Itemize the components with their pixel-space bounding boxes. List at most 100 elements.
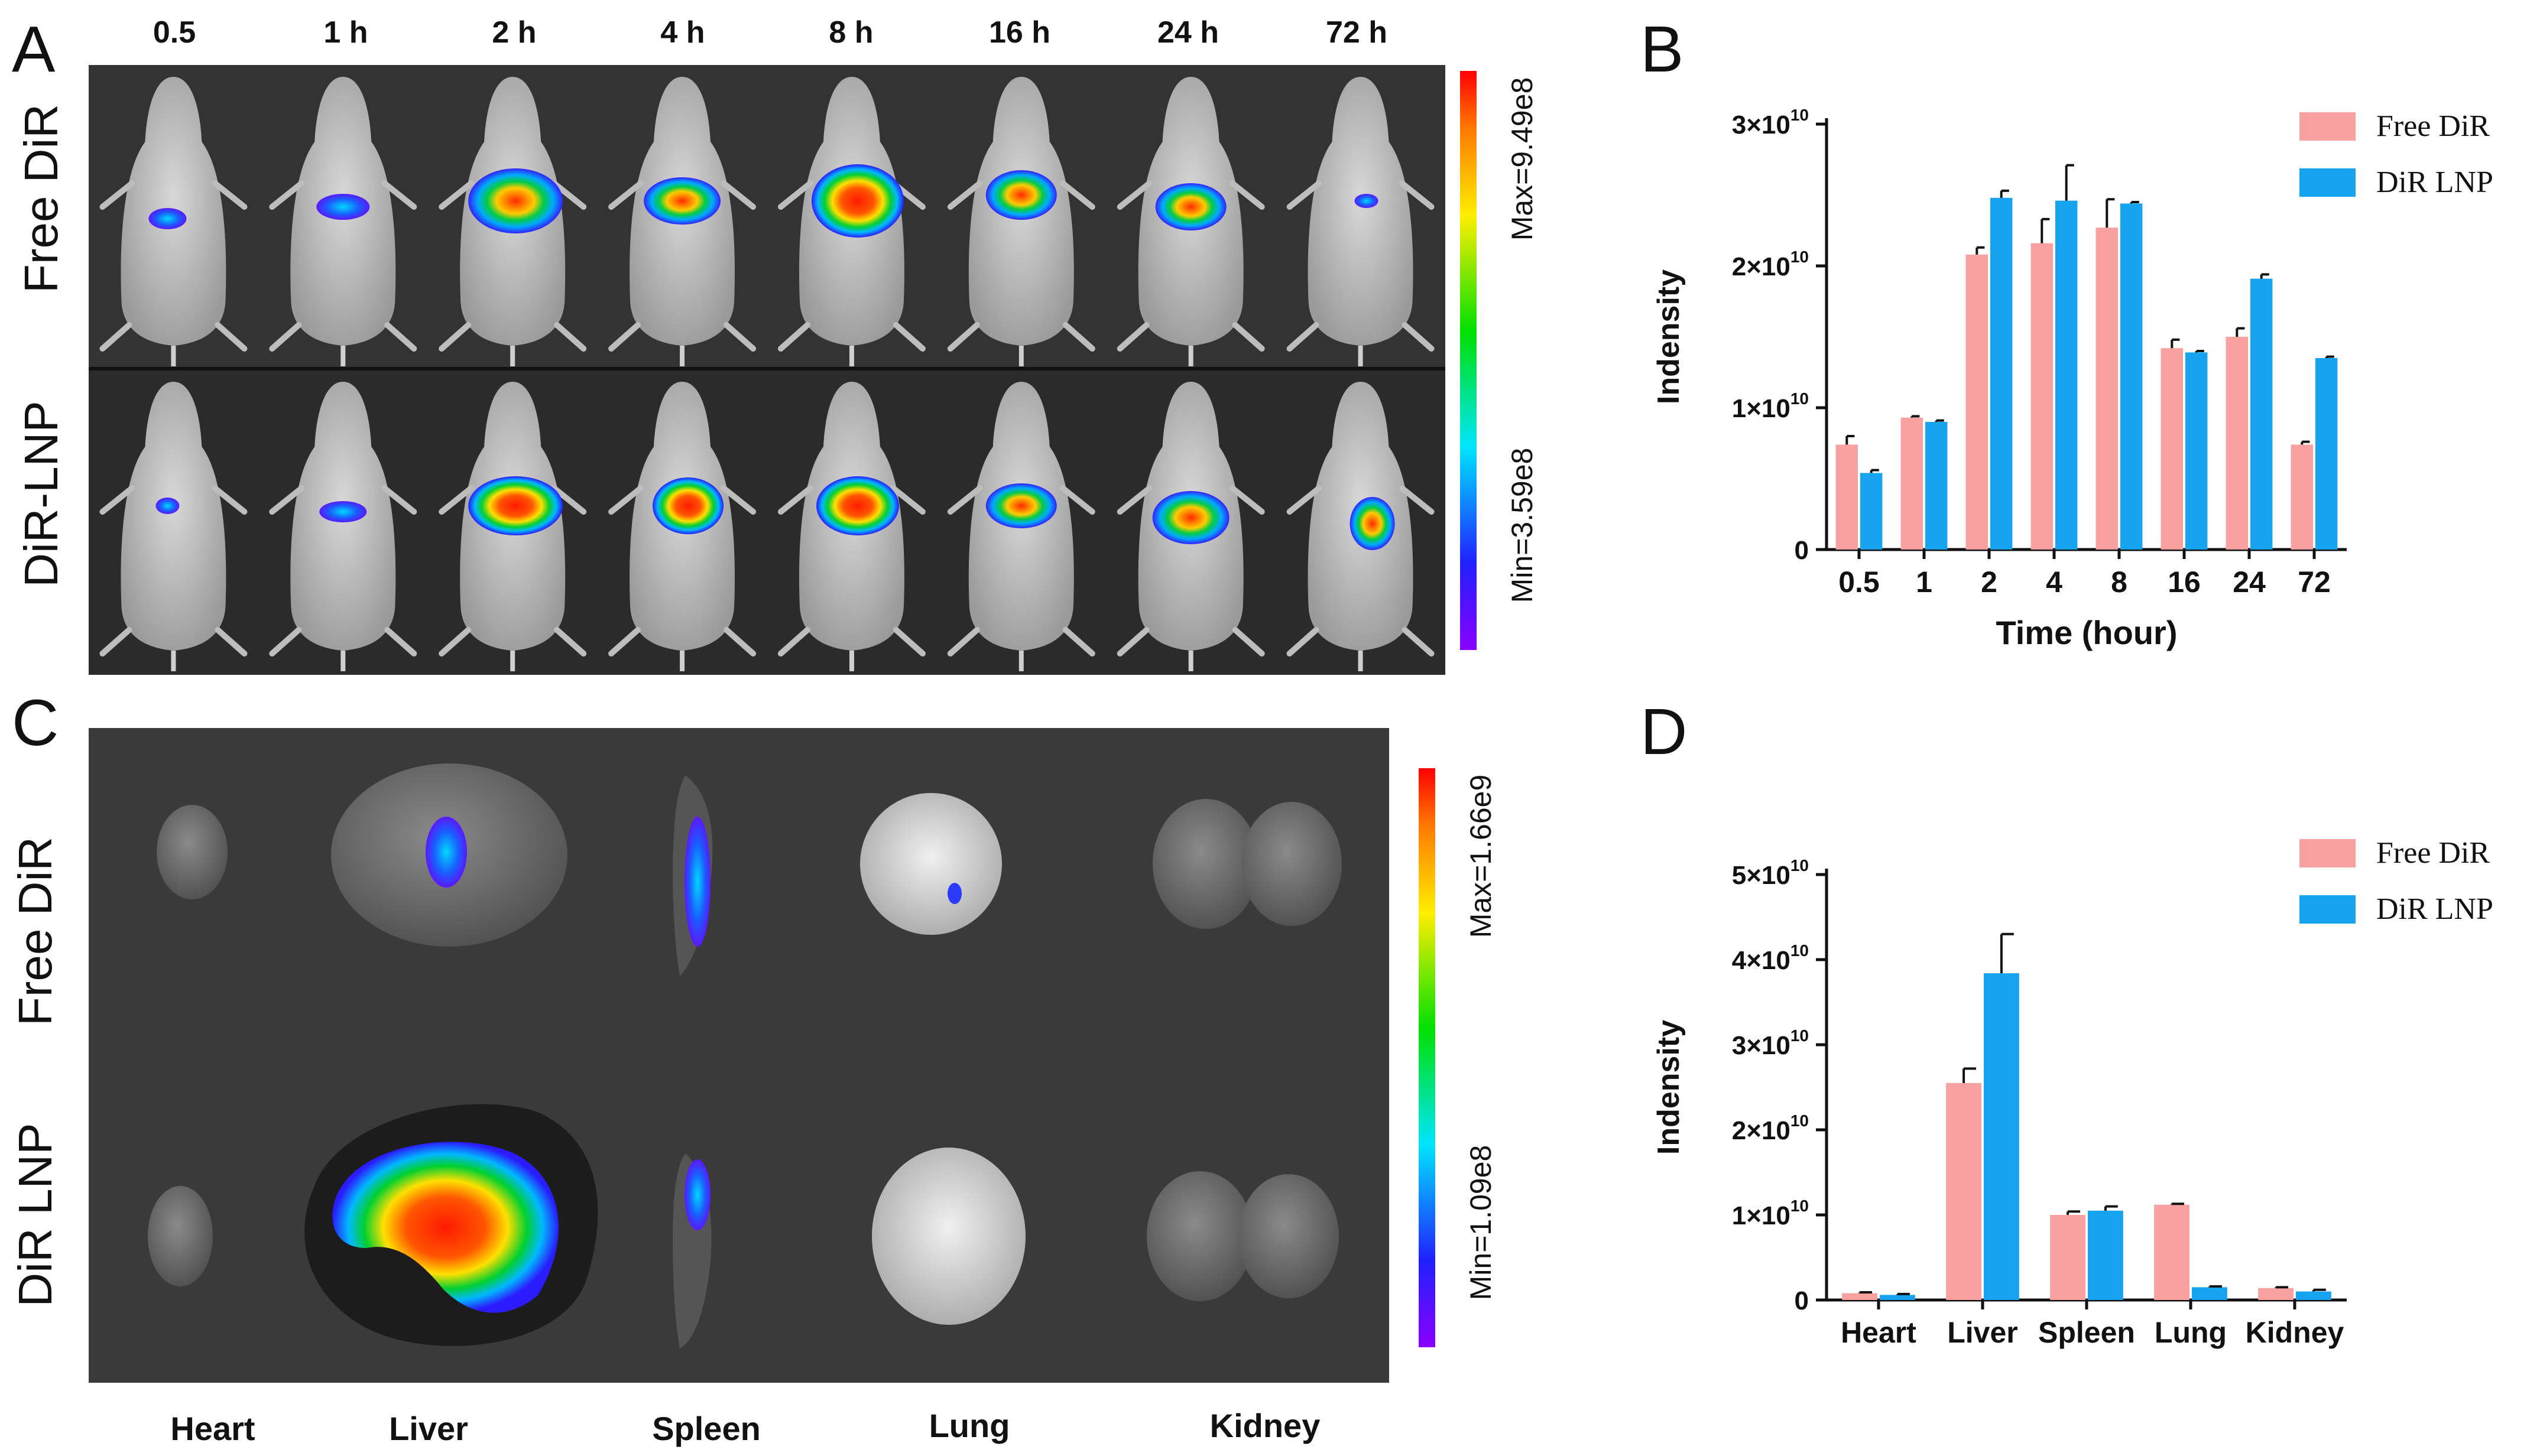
mouse-limb xyxy=(947,627,980,656)
bar-free-dir xyxy=(2050,1215,2085,1300)
organ-label: Spleen xyxy=(652,1410,761,1447)
y-axis-label: Indensity xyxy=(1652,269,1686,404)
mouse-body xyxy=(121,382,226,651)
kidney-free-left xyxy=(1153,799,1259,929)
x-tick-label: Liver xyxy=(1947,1316,2018,1349)
panel-c-row-free-dir: Free DiR xyxy=(9,836,61,1026)
mouse-limb xyxy=(1286,485,1322,515)
mouse-limb xyxy=(1117,322,1150,352)
panel-d-chart: 0 1×1010 2×1010 3×1010 4×1010 5×1010 Heart Live… xyxy=(1652,839,2493,1349)
mouse-limb xyxy=(99,485,135,515)
fluorescence-signal xyxy=(985,170,1057,220)
mouse-limb xyxy=(890,485,926,515)
bar-dir-lnp xyxy=(2185,352,2208,550)
panel-a-colorbar xyxy=(1460,71,1477,650)
x-tick-label: Lung xyxy=(2155,1316,2227,1349)
timepoint-label: 1 h xyxy=(323,15,368,50)
fluorescence-signal xyxy=(985,483,1057,528)
bar-free-dir xyxy=(2161,348,2183,550)
bar-dir-lnp xyxy=(2055,200,2078,550)
y-tick-label: 4×1010 xyxy=(1732,941,1809,975)
mouse-limb xyxy=(99,627,132,656)
mouse-limb xyxy=(554,322,587,352)
x-tick-label: 1 xyxy=(1916,566,1932,599)
mouse-limb xyxy=(777,180,813,210)
timepoint-label: 0.5 xyxy=(153,15,196,50)
mouse-limb xyxy=(777,322,810,352)
x-tick-label: 16 xyxy=(2168,566,2201,599)
x-tick-label: 8 xyxy=(2111,566,2127,599)
y-tick-label: 2×1010 xyxy=(1732,1112,1809,1145)
bar-dir-lnp xyxy=(2088,1210,2123,1300)
x-tick-label: 72 xyxy=(2298,566,2331,599)
mouse-limb xyxy=(1117,180,1153,210)
x-axis-label: Time (hour) xyxy=(1996,614,2178,651)
x-tick-label: 4 xyxy=(2046,566,2062,599)
mouse-limb xyxy=(1117,627,1150,656)
organ-label: Liver xyxy=(389,1410,468,1447)
mouse-limb xyxy=(269,180,305,210)
mouse-limb xyxy=(1402,627,1435,656)
mouse-limb xyxy=(1059,180,1095,210)
panel-c-colorbar xyxy=(1419,768,1435,1347)
panel-a-colorbar-max: Max=9.49e8 xyxy=(1506,77,1539,241)
fluorescence-signal xyxy=(1152,491,1230,544)
heart-lnp xyxy=(148,1186,213,1286)
spleen-free-signal xyxy=(685,817,711,947)
mouse-limb xyxy=(947,180,983,210)
mouse-limb xyxy=(777,485,813,515)
panel-a-colorbar-min: Min=3.59e8 xyxy=(1506,447,1539,603)
mouse-limb xyxy=(269,485,305,515)
mouse-limb xyxy=(1229,485,1265,515)
bar-dir-lnp xyxy=(2296,1291,2331,1300)
mouse-limb xyxy=(381,180,417,210)
timepoint-label: 4 h xyxy=(660,15,705,50)
mouse-limb xyxy=(269,322,302,352)
fluorescence-signal xyxy=(816,476,899,535)
panel-d-letter: D xyxy=(1640,696,1688,768)
mouse-limb xyxy=(551,180,587,210)
timepoint-label: 2 h xyxy=(492,15,537,50)
panel-b-letter: B xyxy=(1640,13,1684,86)
fluorescence-signal xyxy=(653,477,724,534)
mouse-limb xyxy=(1402,322,1435,352)
bar-free-dir xyxy=(1900,417,1923,550)
mouse-limb xyxy=(893,627,926,656)
bar-free-dir xyxy=(1965,254,1988,550)
fluorescence-signal xyxy=(1354,194,1378,208)
panel-a-row-dir-lnp: DiR-LNP xyxy=(15,401,67,587)
mouse-limb xyxy=(554,627,587,656)
x-tick-label: Heart xyxy=(1841,1316,1916,1349)
mouse-limb xyxy=(777,627,810,656)
bar-free-dir xyxy=(1842,1293,1877,1300)
mouse-limb xyxy=(1229,180,1265,210)
mouse-limb xyxy=(384,627,417,656)
lung-free xyxy=(860,793,1002,935)
y-tick-label: 5×1010 xyxy=(1732,856,1809,890)
y-tick-label: 0 xyxy=(1795,536,1809,565)
mouse-limb xyxy=(212,180,248,210)
mouse-limb xyxy=(212,485,248,515)
bar-dir-lnp xyxy=(2192,1287,2227,1300)
legend-label: DiR LNP xyxy=(2376,892,2493,926)
mouse-limb xyxy=(439,180,475,210)
organ-label: Lung xyxy=(929,1407,1010,1444)
timepoint-label: 16 h xyxy=(988,15,1051,50)
fluorescence-signal xyxy=(319,501,367,522)
y-tick-label: 3×1010 xyxy=(1732,106,1809,139)
bar-free-dir xyxy=(2095,228,2118,550)
timepoint-label: 24 h xyxy=(1157,15,1219,50)
mouse-limb xyxy=(439,322,472,352)
legend-label: DiR LNP xyxy=(2376,165,2493,199)
kidney-lnp-left xyxy=(1147,1171,1253,1301)
mouse-limb xyxy=(439,627,472,656)
lung-free-signal xyxy=(948,883,962,904)
fluorescence-signal xyxy=(1155,183,1227,230)
mouse-limb xyxy=(1062,627,1095,656)
y-tick-label: 1×1010 xyxy=(1732,389,1809,423)
spleen-lnp-signal xyxy=(685,1159,711,1230)
x-tick-label: Kidney xyxy=(2246,1316,2344,1349)
panel-c-colorbar-min: Min=1.09e8 xyxy=(1464,1145,1497,1301)
mouse-limb xyxy=(1232,627,1265,656)
bar-free-dir xyxy=(2030,243,2053,550)
